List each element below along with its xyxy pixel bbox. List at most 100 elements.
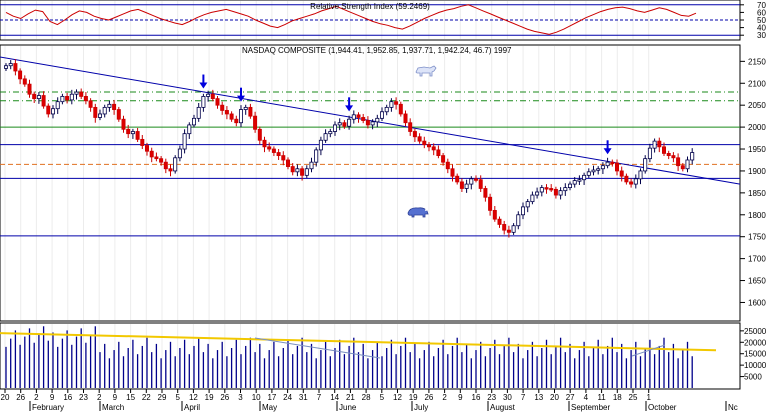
bull-icon [415, 65, 437, 77]
down-arrow-head [237, 95, 245, 102]
candle-body [163, 161, 168, 170]
candle-body [36, 95, 41, 100]
price-layer [0, 56, 741, 238]
candle-body [624, 175, 629, 183]
candle-body [384, 106, 389, 113]
candle-body [530, 194, 535, 203]
candle-body [304, 168, 309, 176]
candle-body [281, 155, 286, 161]
candle-body [450, 168, 455, 177]
price-tick-label: 1800 [748, 211, 766, 220]
candle-body [206, 93, 211, 97]
candle-body [497, 218, 502, 225]
candle-body [234, 118, 239, 124]
candle-body [568, 183, 573, 189]
candle-body [445, 161, 450, 170]
candle-body [262, 139, 267, 148]
rsi-tick-label: 40 [757, 24, 766, 33]
candle-body [210, 93, 215, 100]
x-tick-label: 1 [646, 393, 651, 402]
month-label: April [184, 403, 200, 412]
price-tick-label: 1850 [748, 189, 766, 198]
candle-body [215, 98, 220, 106]
x-tick-label: 9 [458, 393, 463, 402]
price-tick-label: 2000 [748, 123, 766, 132]
volume-tick-label: 15000 [744, 350, 767, 359]
candle-body [398, 103, 403, 115]
x-tick-label: 19 [205, 393, 214, 402]
x-tick-label: 27 [566, 393, 575, 402]
candle-body [615, 162, 620, 172]
candle-body [41, 95, 46, 107]
candle-body [671, 155, 676, 159]
candle-body [662, 146, 667, 154]
candle-body [502, 224, 507, 231]
price-tick-label: 1600 [748, 298, 766, 307]
x-tick-label: 15 [126, 393, 135, 402]
x-tick-label: 26 [424, 393, 433, 402]
month-label: August [490, 403, 516, 412]
volume-tick-label: 20000 [744, 338, 767, 347]
candle-body [389, 101, 394, 108]
candle-body [685, 159, 690, 170]
month-label: October [648, 403, 677, 412]
candle-body [224, 110, 229, 115]
candle-body [276, 152, 281, 157]
x-tick-label: 7 [317, 393, 322, 402]
x-tick-label: 25 [629, 393, 638, 402]
price-tick-label: 2100 [748, 79, 766, 88]
candle-body [652, 140, 657, 149]
month-label: February [32, 403, 64, 412]
x-tick-label: 18 [613, 393, 622, 402]
price-tick-label: 1750 [748, 233, 766, 242]
candle-body [182, 133, 187, 150]
x-tick-label: 11 [597, 393, 606, 402]
candle-body [93, 106, 98, 118]
candle-body [79, 91, 84, 97]
candle-body [403, 113, 408, 124]
down-arrow-head [603, 148, 612, 155]
candle-body [506, 229, 511, 233]
candle-body [318, 139, 323, 151]
candle-body [46, 105, 51, 115]
candle-body [51, 108, 56, 115]
down-arrow-head [345, 105, 354, 112]
candle-body [680, 165, 685, 170]
candle-body [300, 168, 305, 176]
candle-body [361, 117, 366, 121]
x-tick-label: 22 [142, 393, 151, 402]
candle-body [690, 152, 695, 161]
x-tick-label: 16 [472, 393, 481, 402]
month-label: September [571, 403, 610, 412]
candle-body [619, 170, 624, 177]
candle-body [88, 100, 93, 108]
rsi-line [5, 4, 697, 35]
x-tick-label: 20 [1, 393, 10, 402]
candle-body [168, 168, 173, 172]
rsi-tick-label: 70 [757, 1, 766, 10]
candle-body [135, 131, 140, 140]
price-tick-label: 1700 [748, 255, 766, 264]
candle-body [422, 140, 427, 146]
candle-body [144, 145, 149, 152]
candle-body [220, 104, 225, 111]
candle-body [18, 70, 23, 80]
candle-body [191, 117, 196, 126]
candle-body [196, 106, 201, 119]
x-tick-label: 2 [442, 393, 447, 402]
x-tick-label: 26 [220, 393, 229, 402]
candle-body [102, 106, 107, 115]
candle-body [121, 118, 126, 130]
candle-body [356, 114, 361, 118]
month-label: June [339, 403, 357, 412]
candle-body [408, 122, 413, 132]
rsi-title: Relative Strength Index (59.2469) [310, 2, 430, 11]
candle-body [65, 96, 70, 101]
candle-body [116, 109, 121, 120]
candle-body [516, 214, 521, 227]
candle-body [253, 115, 258, 130]
candle-body [13, 63, 18, 72]
candle-body [469, 178, 474, 185]
x-tick-label: 20 [550, 393, 559, 402]
